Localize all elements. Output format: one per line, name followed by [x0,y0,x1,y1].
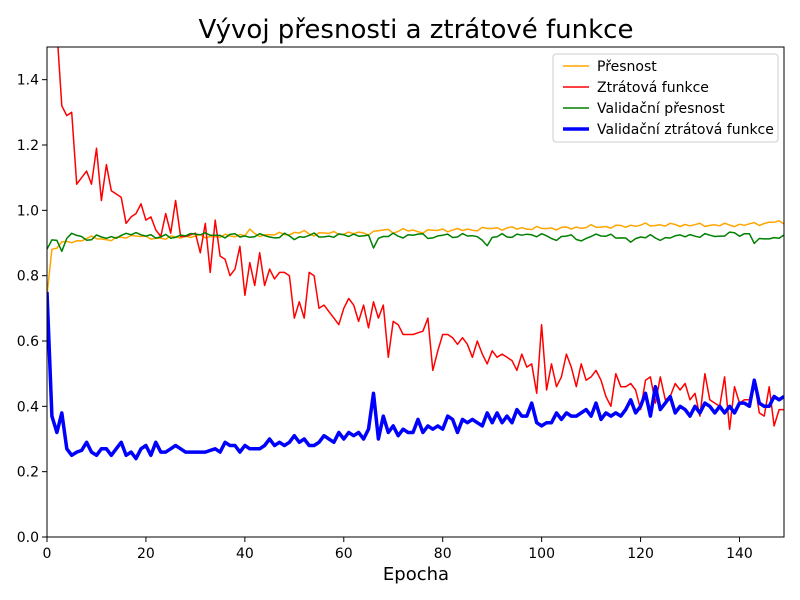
y-tick-label: 0.8 [17,269,39,285]
x-tick-label: 140 [726,546,753,562]
x-axis-label: Epocha [383,564,449,585]
x-tick-label: 40 [236,546,254,562]
y-tick-label: 0.0 [17,530,39,546]
plot-frame [46,46,785,538]
series-group [47,47,784,461]
x-tick-label: 0 [43,546,52,562]
legend-label: Validační přesnost [597,101,725,117]
series-line-ztratova-funkce [57,47,784,430]
legend-label: Ztrátová funkce [597,80,709,96]
legend-label: Validační ztrátová funkce [597,122,774,138]
series-line-validacni-ztratova-funkce [47,291,784,461]
y-tick-label: 0.2 [17,465,39,481]
x-tick-label: 100 [528,546,555,562]
y-tick-label: 1.2 [17,138,39,154]
x-tick-label: 20 [137,546,155,562]
legend: Přesnost Ztrátová funkce Validační přesnos… [552,53,779,143]
x-tick-label: 60 [335,546,353,562]
y-tick-label: 1.0 [17,203,39,219]
y-axis-ticks: 0.0 0.2 0.4 0.6 0.8 1.0 1.2 1.4 [17,73,47,546]
x-tick-label: 120 [627,546,654,562]
y-tick-label: 1.4 [17,73,39,89]
x-axis-ticks: 0 20 40 60 80 100 120 140 [43,537,753,562]
series-line-validacni-presnost [47,231,784,253]
chart-title: Vývoj přesnosti a ztrátové funkce [199,15,634,45]
y-tick-label: 0.6 [17,334,39,350]
legend-label: Přesnost [597,59,657,75]
y-tick-label: 0.4 [17,399,39,415]
x-tick-label: 80 [434,546,452,562]
series-line-presnost [47,220,784,296]
legend-box [552,53,779,143]
